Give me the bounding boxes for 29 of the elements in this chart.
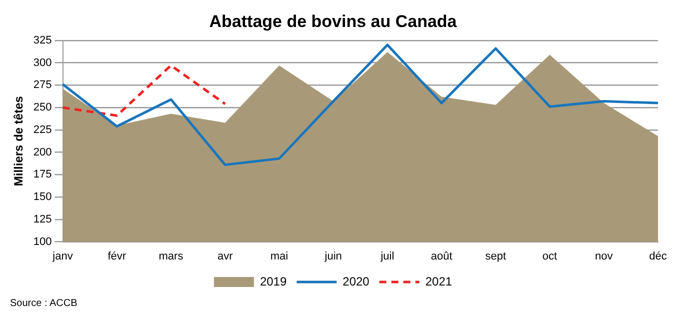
y-tick-label: 250 bbox=[33, 102, 52, 114]
legend-label: 2020 bbox=[342, 274, 370, 288]
y-tick-label: 225 bbox=[33, 124, 52, 136]
x-tick-label: oct bbox=[542, 250, 558, 262]
legend-label: 2019 bbox=[260, 274, 287, 288]
y-tick-label: 175 bbox=[33, 168, 52, 181]
x-tick-label: nov bbox=[595, 250, 614, 262]
y-tick-label: 275 bbox=[33, 79, 52, 92]
x-tick-label: août bbox=[430, 250, 452, 262]
x-tick-label: mai bbox=[270, 250, 288, 262]
y-axis-title: Milliers de têtes bbox=[12, 96, 26, 186]
y-tick-label: 325 bbox=[33, 34, 52, 46]
y-tick-label: 300 bbox=[33, 56, 52, 69]
x-tick-label: févr bbox=[108, 250, 126, 262]
x-tick-label: juin bbox=[324, 250, 342, 262]
legend-label: 2021 bbox=[425, 274, 452, 288]
chart-title: Abattage de bovins au Canada bbox=[209, 12, 458, 31]
line-series bbox=[62, 64, 226, 117]
source-note: Source : ACCB bbox=[10, 298, 78, 309]
y-tick-label: 150 bbox=[33, 191, 52, 204]
y-tick-label: 100 bbox=[33, 236, 52, 248]
x-tick-label: janv bbox=[52, 250, 74, 262]
x-tick-label: déc bbox=[649, 250, 668, 262]
x-tick-label: mars bbox=[158, 250, 184, 262]
x-tick-label: avr bbox=[217, 250, 234, 262]
x-tick-label: juil bbox=[380, 250, 394, 262]
y-tick-label: 200 bbox=[33, 146, 52, 158]
x-tick-label: sept bbox=[485, 250, 506, 262]
y-tick-label: 125 bbox=[33, 213, 52, 226]
